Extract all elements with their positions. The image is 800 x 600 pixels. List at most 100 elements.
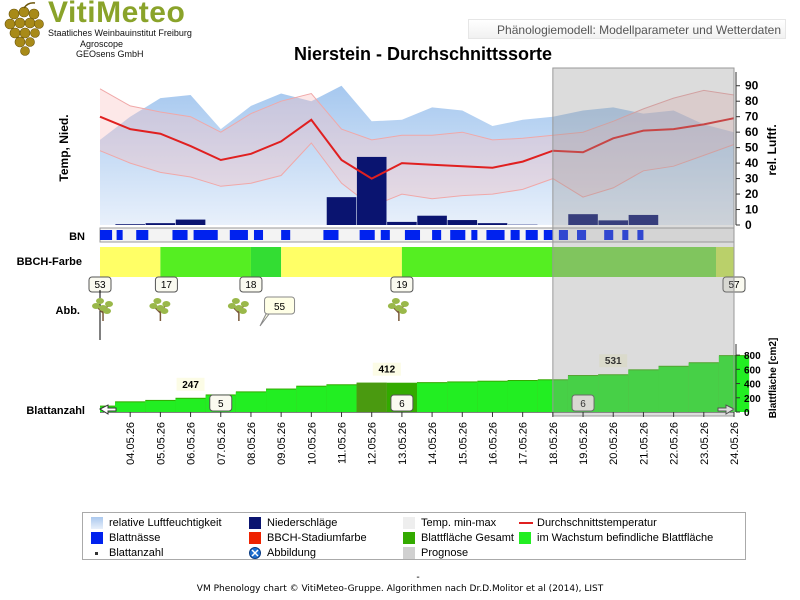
footer-credit: VM Phenology chart © VitiMeteo-Gruppe. A… bbox=[196, 584, 604, 594]
x-tick-label: 24.05.26 bbox=[729, 422, 741, 465]
leaf-area-growing-bar bbox=[477, 381, 508, 412]
legend-label: Temp. min-max bbox=[421, 517, 497, 529]
legend-swatch bbox=[249, 532, 261, 544]
precipitation-bar bbox=[387, 221, 417, 225]
top-y-tick-label: 60 bbox=[745, 125, 759, 139]
bbch-stage-badge bbox=[239, 276, 263, 293]
vine-leaf bbox=[92, 303, 101, 309]
vine-leaf bbox=[227, 303, 236, 309]
leaf-y-tick-label: 600 bbox=[744, 365, 761, 376]
x-tick-label: 13.05.26 bbox=[397, 422, 409, 465]
leaf-y-tick-label: 200 bbox=[744, 394, 761, 405]
leaf-wetness-segment bbox=[323, 230, 339, 240]
temp-min-max-band bbox=[100, 88, 734, 207]
leaf-wetness-segment bbox=[543, 230, 553, 240]
precipitation-bar bbox=[628, 214, 659, 225]
scroll-right-arrow-icon[interactable] bbox=[717, 404, 736, 415]
bbch-color-segment bbox=[716, 247, 734, 277]
top-y-tick-label: 70 bbox=[745, 110, 759, 124]
x-tick-label: 15.05.26 bbox=[457, 422, 469, 465]
precipitation-bar bbox=[356, 156, 387, 225]
leaf-wetness-segment bbox=[172, 230, 188, 240]
x-tick-label: 14.05.26 bbox=[427, 422, 439, 465]
bbch-stage-label: 17 bbox=[161, 280, 173, 291]
leaf-area-growing-bar bbox=[417, 383, 448, 412]
org-line-1: Staatliches Weinbauinstitut Freiburg bbox=[48, 28, 192, 38]
bbch-stage-label: 53 bbox=[94, 280, 106, 291]
precipitation-bar bbox=[115, 224, 145, 225]
temp-max-line bbox=[99, 88, 735, 141]
leaf-wetness-segment bbox=[604, 230, 614, 240]
top-y-tick-label: 50 bbox=[745, 141, 759, 155]
leaf-wetness-segment bbox=[558, 230, 568, 240]
vine-leaf bbox=[149, 303, 158, 309]
legend-label: BBCH-Stadiumfarbe bbox=[267, 532, 367, 544]
x-tick-label: 20.05.26 bbox=[608, 422, 620, 465]
legend-swatch bbox=[403, 547, 415, 559]
top-y-tick-label: 10 bbox=[745, 203, 759, 217]
forecast-overlay bbox=[552, 67, 735, 417]
x-tick-label: 23.05.26 bbox=[699, 422, 711, 465]
vine-leaf bbox=[105, 301, 114, 307]
vine-leaf bbox=[387, 303, 396, 309]
bbch-color-segment bbox=[552, 247, 734, 277]
legend-label: Niederschläge bbox=[267, 517, 338, 529]
x-tick-label: 21.05.26 bbox=[638, 422, 650, 465]
x-tick-label: 11.05.26 bbox=[337, 422, 349, 464]
leaf-area-value-label: 247 bbox=[182, 380, 199, 391]
bn-row-label: BN bbox=[69, 231, 85, 243]
leaf-count-badge bbox=[571, 394, 595, 412]
leaf-count-label: 6 bbox=[580, 399, 586, 410]
top-y-tick-label: 30 bbox=[745, 172, 759, 186]
leaf-area-growing-bar bbox=[296, 386, 327, 412]
leaf-y-tick-label: 0 bbox=[744, 408, 750, 419]
vine-leaf bbox=[162, 301, 171, 307]
legend-label: im Wachstum befindliche Blattfläche bbox=[537, 532, 714, 544]
chart-title: Nierstein - Durchschnittssorte bbox=[293, 44, 553, 64]
abb-callout-box bbox=[264, 296, 296, 315]
vine-leaf bbox=[240, 301, 249, 307]
leaf-wetness-segment bbox=[404, 230, 421, 240]
leaf-wetness-segment bbox=[471, 230, 478, 240]
legend-label: Abbildung bbox=[267, 547, 316, 559]
humidity-area bbox=[100, 85, 734, 225]
vine-leaf bbox=[96, 298, 105, 304]
precipitation-bar bbox=[598, 220, 629, 225]
legend-swatch bbox=[519, 522, 533, 524]
top-y-tick-label: 0 bbox=[745, 218, 752, 232]
top-y-tick-label: 40 bbox=[745, 156, 759, 170]
leaf-area-total-highlight bbox=[356, 382, 387, 412]
top-y-tick-label: 80 bbox=[745, 94, 759, 108]
leaf-area-growing-bar bbox=[658, 366, 689, 412]
leaf-right-axis-title: Blattfläche [cm2] bbox=[768, 338, 779, 419]
leaf-area-growing-bar bbox=[235, 392, 267, 412]
bbch-color-segment bbox=[160, 247, 251, 277]
bbch-stage-label: 18 bbox=[245, 280, 257, 291]
vine-leaf bbox=[160, 308, 169, 314]
tab-phenology-model[interactable]: Phänologiemodell: Modellparameter und We… bbox=[468, 19, 786, 39]
leaf-wetness-segment bbox=[525, 230, 538, 240]
leaf-area-growing-bar bbox=[175, 398, 206, 412]
precipitation-bar bbox=[417, 215, 447, 225]
scroll-left-arrow-icon[interactable] bbox=[98, 404, 117, 415]
precipitation-bar bbox=[145, 223, 176, 225]
leaf-count-row-label: Blattanzahl bbox=[26, 405, 85, 417]
legend-swatch bbox=[403, 517, 415, 529]
leaf-area-growing-bar bbox=[507, 381, 538, 412]
precipitation-bar bbox=[175, 219, 206, 225]
leaf-wetness-segment bbox=[432, 230, 442, 240]
bbch-color-segment bbox=[250, 247, 282, 277]
x-tick-label: 10.05.26 bbox=[306, 422, 318, 465]
x-tick-label: 09.05.26 bbox=[276, 422, 288, 465]
top-y-tick-label: 90 bbox=[745, 79, 759, 93]
precipitation-bar bbox=[568, 214, 598, 225]
x-tick-label: 17.05.26 bbox=[518, 422, 530, 465]
legend-swatch bbox=[91, 517, 103, 529]
leaf-area-growing-bar bbox=[598, 375, 629, 412]
leaf-wetness-segment bbox=[510, 230, 520, 240]
camera-icon bbox=[249, 547, 261, 559]
x-tick-label: 19.05.26 bbox=[578, 422, 590, 465]
precipitation-bar bbox=[477, 223, 508, 225]
x-tick-label: 18.05.26 bbox=[548, 422, 560, 465]
